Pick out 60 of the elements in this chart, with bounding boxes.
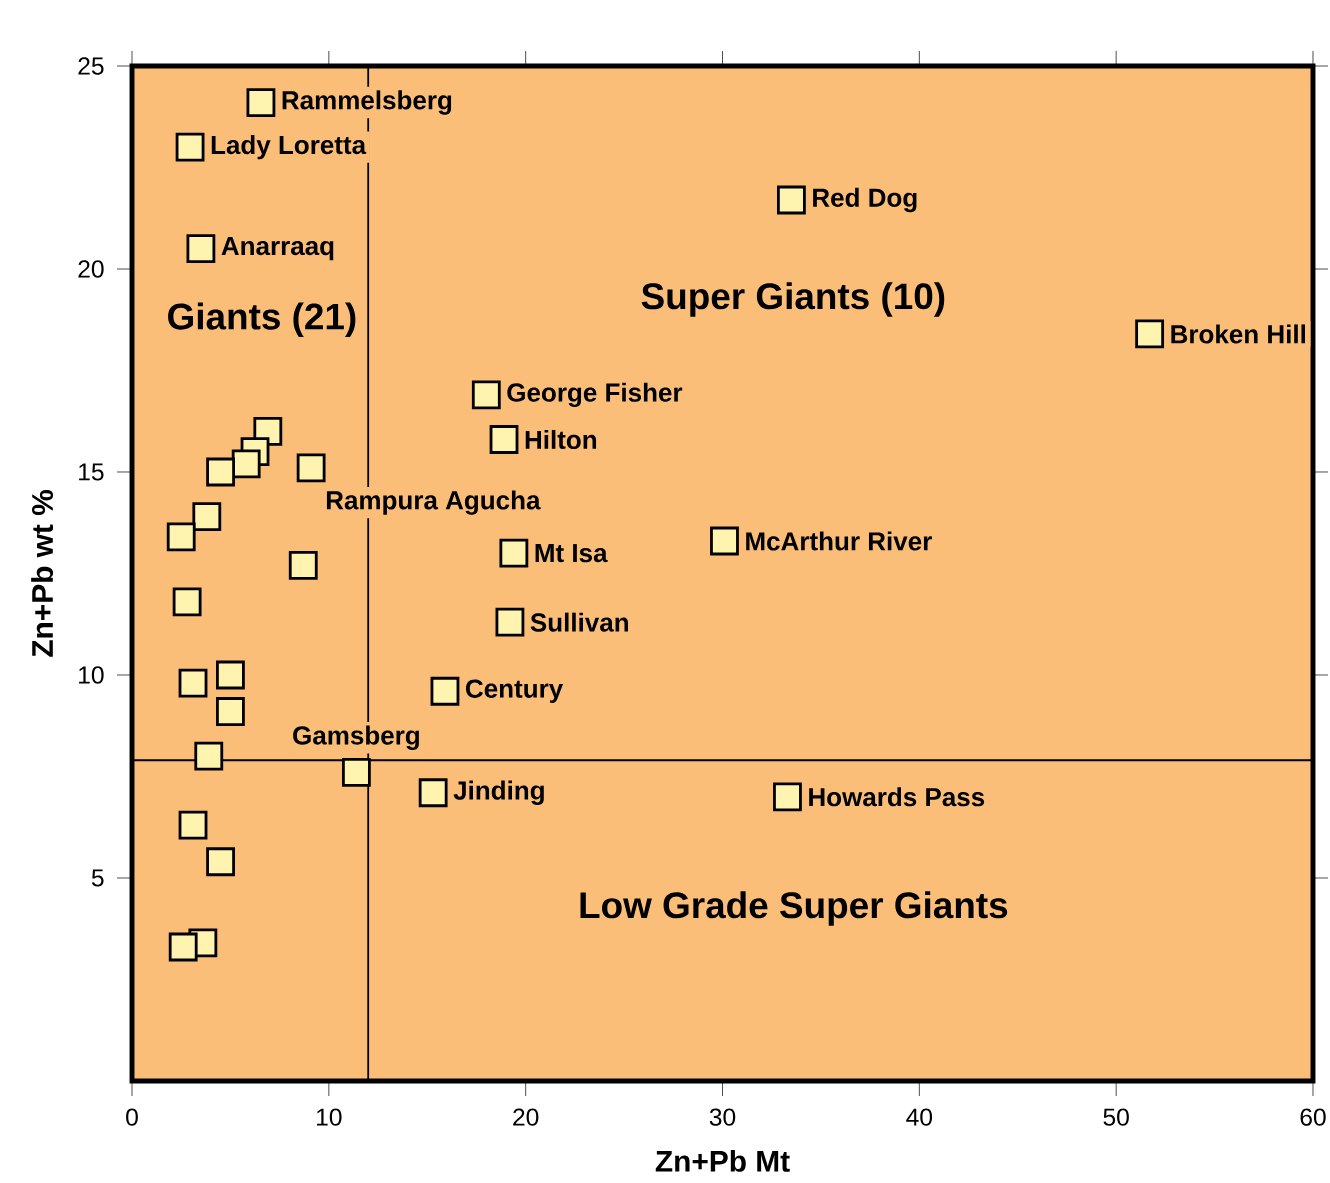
point <box>178 668 208 698</box>
point <box>216 660 245 690</box>
point <box>246 88 276 117</box>
point <box>471 380 501 410</box>
point <box>430 676 460 706</box>
annotation: Howards Pass <box>809 787 985 807</box>
annotation: Lady Loretta <box>211 135 367 160</box>
x-tick-label: 0 <box>126 1108 138 1126</box>
annotation: Sullivan <box>530 612 629 632</box>
x-tick-label: 60 <box>1300 1108 1326 1126</box>
point <box>341 758 371 787</box>
annotation: Jinding <box>453 780 544 805</box>
point <box>499 538 529 568</box>
annotation: Mt Isa <box>535 544 608 563</box>
point <box>206 457 235 487</box>
annotation: Super Giants (10) <box>641 282 945 317</box>
point <box>168 932 198 962</box>
point <box>1135 319 1165 349</box>
x-tick-label: 10 <box>317 1108 342 1126</box>
annotation: Century <box>465 679 564 704</box>
y-tick-label: 10 <box>79 666 104 684</box>
point <box>178 810 208 840</box>
annotation: George Fisher <box>507 382 683 408</box>
point <box>489 425 519 454</box>
x-tick-label: 20 <box>513 1108 539 1126</box>
point <box>710 526 739 556</box>
point <box>776 185 806 215</box>
annotation: Anarraaq <box>221 237 334 261</box>
point <box>206 847 235 877</box>
x-tick-label: 30 <box>709 1108 736 1126</box>
y-axis-title: Zn+Pb wt % <box>31 490 54 657</box>
annotation: Red Dog <box>813 187 917 213</box>
y-tick-label: 25 <box>78 57 104 75</box>
point <box>166 522 196 552</box>
annotation: Broken Hill <box>1171 324 1306 344</box>
y-tick-label: 5 <box>91 869 104 887</box>
point <box>186 234 216 264</box>
annotation: McArthur River <box>746 531 932 551</box>
point <box>231 449 261 479</box>
annotation: Rampura Agucha <box>326 490 541 515</box>
x-axis-title: Zn+Pb Mt <box>655 1149 790 1172</box>
point <box>773 782 802 812</box>
x-tick-label: 40 <box>906 1108 933 1126</box>
point <box>296 453 326 483</box>
x-tick-label: 50 <box>1103 1108 1129 1126</box>
point <box>418 778 448 808</box>
annotation: Hilton <box>525 429 597 450</box>
annotation: Giants (21) <box>168 302 356 337</box>
point <box>175 132 205 162</box>
annotation: Rammelsberg <box>282 90 452 115</box>
y-tick-label: 20 <box>78 260 104 278</box>
point <box>495 607 525 637</box>
point <box>216 697 245 726</box>
point <box>194 741 224 771</box>
y-tick-label: 15 <box>79 463 104 481</box>
point <box>192 502 222 532</box>
annotation: Low Grade Super Giants <box>580 891 1008 926</box>
annotation: Gamsberg <box>293 725 419 750</box>
point <box>288 550 318 580</box>
point <box>172 587 202 617</box>
